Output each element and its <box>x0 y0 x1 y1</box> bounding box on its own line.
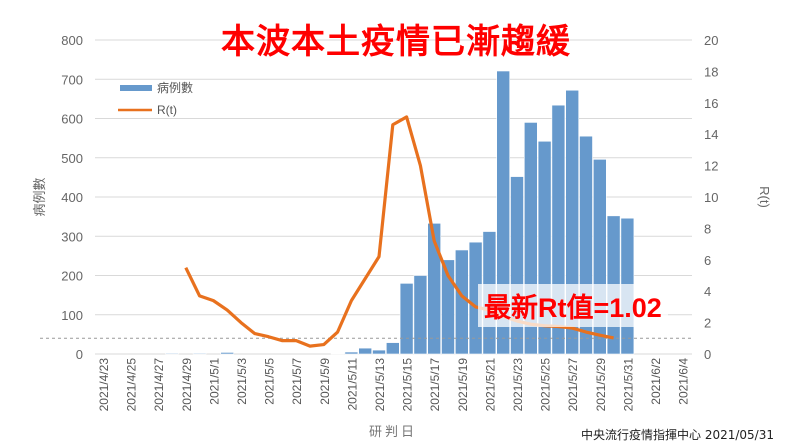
y-right-tick-label: 4 <box>704 284 711 299</box>
x-tick-label: 2021/5/29 <box>594 358 608 412</box>
y-left-tick-label: 600 <box>61 112 83 127</box>
bar <box>344 351 359 355</box>
x-tick-label: 2021/5/11 <box>345 358 359 411</box>
y-right-tick-label: 20 <box>704 33 718 48</box>
y-left-tick-label: 100 <box>61 308 83 323</box>
bar <box>441 259 455 355</box>
x-axis-label: 研判日 <box>369 425 417 440</box>
y-left-tick-label: 500 <box>61 151 83 166</box>
bar <box>220 352 234 355</box>
y-right-tick-label: 14 <box>704 127 718 142</box>
bar <box>192 352 207 355</box>
y-right-tick-label: 2 <box>704 316 711 331</box>
y-left-tick-label: 400 <box>61 190 83 205</box>
x-tick-label: 2021/5/19 <box>456 358 470 412</box>
y-right-tick-label: 16 <box>704 96 718 111</box>
x-tick-label: 2021/4/27 <box>152 358 166 412</box>
x-tick-label: 2021/5/17 <box>428 358 442 412</box>
bar <box>427 222 442 355</box>
legend-bar-label: 病例數 <box>157 80 193 95</box>
x-tick-label: 2021/5/7 <box>290 358 304 405</box>
x-tick-label: 2021/5/1 <box>207 358 221 405</box>
x-tick-label: 2021/6/2 <box>649 358 663 405</box>
bar <box>413 275 428 355</box>
bar <box>496 70 511 355</box>
y-right-tick-label: 18 <box>704 64 718 79</box>
x-tick-label: 2021/5/15 <box>401 358 415 412</box>
chart-title: 本波本土疫情已漸趨緩 <box>221 22 571 62</box>
y-right-tick-label: 6 <box>704 253 711 268</box>
y-left-axis-label: 病例數 <box>32 177 47 216</box>
bar <box>372 349 386 355</box>
y-left-tick-label: 700 <box>61 72 83 87</box>
x-tick-label: 2021/6/4 <box>677 358 691 405</box>
x-tick-label: 2021/4/25 <box>125 358 139 412</box>
y-left-tick-label: 800 <box>61 33 83 48</box>
y-right-tick-label: 8 <box>704 221 711 236</box>
x-tick-label: 2021/5/5 <box>263 358 277 405</box>
x-tick-label: 2021/5/23 <box>511 358 525 412</box>
x-tick-label: 2021/5/9 <box>318 358 332 405</box>
y-right-axis-label: R(t) <box>757 186 772 208</box>
latest-rt-annotation: 最新Rt值=1.02 <box>478 284 668 327</box>
y-left-tick-label: 200 <box>61 269 83 284</box>
y-right-tick-label: 10 <box>704 190 718 205</box>
x-tick-label: 2021/4/29 <box>180 358 194 412</box>
x-tick-label: 2021/5/31 <box>621 358 635 412</box>
y-left-tick-label: 300 <box>61 229 83 244</box>
x-tick-label: 2021/5/27 <box>566 358 580 412</box>
x-tick-label: 2021/5/13 <box>373 358 387 412</box>
legend-line-label: R(t) <box>157 103 177 117</box>
bar <box>399 283 414 355</box>
x-tick-label: 2021/5/21 <box>483 358 497 412</box>
bar <box>358 347 373 355</box>
x-tick-label: 2021/5/25 <box>539 358 553 412</box>
bar <box>385 342 400 355</box>
legend-bar-swatch <box>120 85 152 91</box>
source-note: 中央流行疫情指揮中心 2021/05/31 <box>581 428 774 442</box>
x-tick-label: 2021/4/23 <box>97 358 111 412</box>
y-right-tick-label: 0 <box>704 347 711 362</box>
bar <box>165 352 179 355</box>
bar <box>510 176 524 355</box>
y-left-tick-label: 0 <box>76 347 83 362</box>
x-tick-label: 2021/5/3 <box>235 358 249 405</box>
y-right-tick-label: 12 <box>704 159 718 174</box>
